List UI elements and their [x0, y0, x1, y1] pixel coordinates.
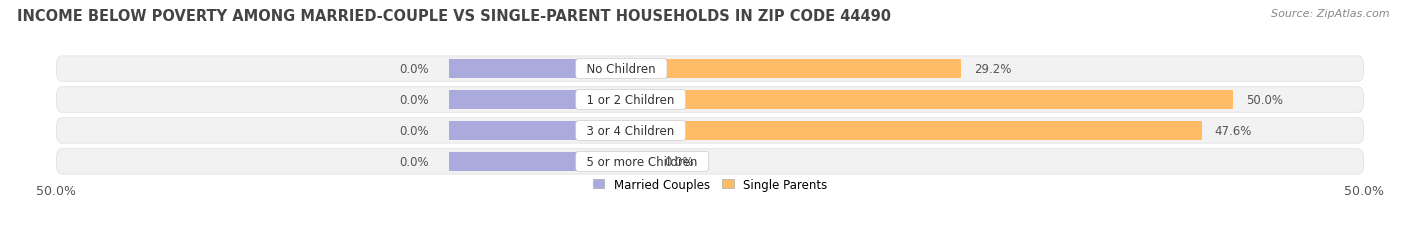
Text: 3 or 4 Children: 3 or 4 Children: [579, 125, 682, 137]
FancyBboxPatch shape: [56, 57, 1364, 82]
Text: 0.0%: 0.0%: [399, 155, 429, 168]
Text: 50.0%: 50.0%: [1246, 94, 1284, 106]
Bar: [579, 121, 1202, 140]
Text: 0.0%: 0.0%: [399, 94, 429, 106]
FancyBboxPatch shape: [56, 88, 1364, 113]
Text: No Children: No Children: [579, 63, 664, 76]
Text: INCOME BELOW POVERTY AMONG MARRIED-COUPLE VS SINGLE-PARENT HOUSEHOLDS IN ZIP COD: INCOME BELOW POVERTY AMONG MARRIED-COUPL…: [17, 9, 891, 24]
Text: 5 or more Children: 5 or more Children: [579, 155, 706, 168]
Bar: [449, 91, 579, 110]
FancyBboxPatch shape: [56, 149, 1364, 174]
Bar: [579, 91, 1233, 110]
Bar: [449, 60, 579, 79]
Bar: [449, 152, 579, 171]
Text: Source: ZipAtlas.com: Source: ZipAtlas.com: [1271, 9, 1389, 19]
Text: 0.0%: 0.0%: [399, 63, 429, 76]
Text: 29.2%: 29.2%: [974, 63, 1011, 76]
Text: 47.6%: 47.6%: [1215, 125, 1253, 137]
Bar: [579, 60, 962, 79]
Bar: [579, 152, 644, 171]
Text: 0.0%: 0.0%: [664, 155, 695, 168]
Bar: [449, 121, 579, 140]
Text: 1 or 2 Children: 1 or 2 Children: [579, 94, 682, 106]
FancyBboxPatch shape: [56, 118, 1364, 143]
Legend: Married Couples, Single Parents: Married Couples, Single Parents: [588, 173, 832, 196]
Text: 0.0%: 0.0%: [399, 125, 429, 137]
